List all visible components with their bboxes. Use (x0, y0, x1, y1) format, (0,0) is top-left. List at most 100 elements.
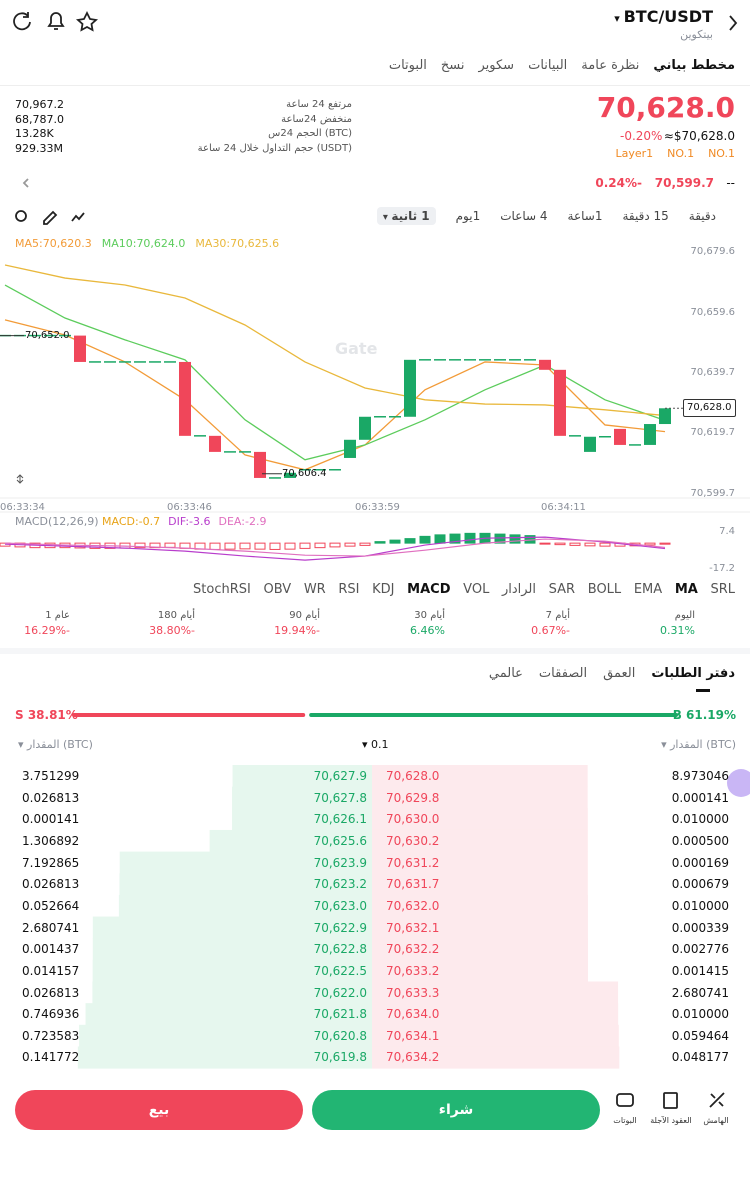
buy-button[interactable]: شراء (312, 1090, 600, 1130)
book-tab[interactable]: عالمي (488, 666, 523, 681)
ask-depth (372, 894, 588, 918)
ask-qty-header[interactable]: ▾ المقدار (BTC) (661, 738, 736, 752)
bid-price: 70,622.8 (313, 942, 367, 957)
star-icon[interactable] (75, 10, 99, 32)
indicator[interactable]: MACD (407, 582, 451, 597)
interval[interactable]: دقيقة (688, 209, 716, 223)
settings-icon[interactable] (15, 210, 27, 222)
tab[interactable]: البيانات (528, 58, 568, 73)
macd-bar (239, 542, 251, 550)
tab[interactable]: البوتات (388, 58, 427, 73)
bid-depth (85, 1003, 373, 1026)
ask-qty: 0.010000 (671, 1007, 729, 1022)
indicator[interactable]: SAR (548, 582, 576, 597)
chevron-left[interactable] (22, 178, 29, 188)
interval[interactable]: 1يوم (455, 209, 481, 223)
ask-qty: 0.010000 (671, 898, 729, 913)
bid-qty: 3.751299 (22, 769, 80, 783)
macd-line (4, 538, 666, 557)
tab[interactable]: مخطط بياني (653, 58, 735, 73)
ask-qty: 0.000339 (671, 920, 729, 935)
ask-price: 70,632.0 (386, 898, 440, 913)
y-tick-label: 70,619.7 (690, 427, 735, 439)
indicator[interactable]: StochRSI (193, 582, 251, 597)
perf-period: 7 أيام (545, 610, 570, 621)
macd-bar (464, 532, 476, 544)
nav-label[interactable]: البوتات (613, 1116, 637, 1125)
candle (539, 359, 551, 370)
bid-qty: 0.746936 (22, 1007, 80, 1022)
indicator[interactable]: OBV (263, 582, 292, 597)
assistant-bubble[interactable] (727, 769, 750, 797)
tag[interactable]: NO.1 (708, 147, 735, 160)
ask-qty: 0.000679 (671, 877, 729, 892)
indicator[interactable]: الرادار (501, 582, 537, 597)
indicator[interactable]: VOL (463, 582, 490, 597)
indicator[interactable]: EMA (633, 582, 663, 597)
stat-value: 68,787.0 (15, 112, 64, 126)
interval[interactable]: 15 دقيقة (622, 209, 669, 223)
resize-icon[interactable] (16, 474, 24, 484)
indicator[interactable]: RSI (338, 582, 360, 597)
indicator[interactable]: MA (674, 582, 698, 597)
ask-price: 70,630.0 (386, 812, 440, 827)
futures-icon[interactable] (663, 1092, 678, 1109)
nav-label[interactable]: العقود الآجلة (650, 1116, 692, 1125)
candle (554, 369, 566, 436)
refresh-icon[interactable] (13, 12, 31, 31)
dropdown-arrow: ▾ (614, 12, 624, 25)
ask-qty: 0.001415 (671, 963, 729, 978)
nav-label[interactable]: الهامش (703, 1116, 729, 1125)
indicator[interactable]: SRL (710, 582, 735, 597)
bid-qty-header[interactable]: ▾ المقدار (BTC) (18, 738, 93, 752)
back-icon[interactable] (729, 15, 738, 31)
book-tabs: دفتر الطلبات العمق الصفقات عالمي (489, 666, 735, 681)
pair-title[interactable]: ▾ BTC/USDT (614, 8, 713, 28)
indicator-icon[interactable] (71, 212, 85, 222)
macd-legend-item: MACD:-0.7 (102, 515, 161, 528)
ref-price: 70,599.7 (654, 176, 714, 190)
interval[interactable]: 1 ثانية (376, 207, 436, 225)
macd-bar (509, 534, 521, 544)
candle (179, 361, 191, 436)
ask-depth (372, 959, 588, 982)
bell-icon[interactable] (47, 12, 65, 30)
ask-qty-label: المقدار (BTC) (670, 738, 736, 751)
tab[interactable]: نظرة عامة (581, 58, 640, 73)
tab-bar: مخطط بياني نظرة عامة البيانات سكوير نسخ البوت… (389, 58, 735, 73)
margin-icon[interactable] (709, 1092, 725, 1108)
bid-price: 70,621.8 (313, 1007, 367, 1022)
book-tab[interactable]: العمق (603, 666, 636, 681)
indicator[interactable]: BOLL (587, 582, 622, 597)
indicator[interactable]: WR (303, 582, 326, 597)
interval-bar: دقيقة 15 دقيقة 1ساعة 4 ساعات 1يوم 1 ثانية (376, 207, 716, 225)
tab[interactable]: سكوير (478, 58, 515, 73)
pair: BTC/USDT (623, 7, 713, 26)
indicator[interactable]: KDJ (372, 582, 395, 597)
tag[interactable]: Layer1 (615, 147, 654, 160)
sell-button[interactable]: بيع (15, 1090, 303, 1130)
book-tab[interactable]: الصفقات (538, 666, 588, 681)
interval[interactable]: 1ساعة (567, 209, 603, 223)
interval[interactable]: 4 ساعات (500, 209, 548, 223)
pair-name: بيتكوين (680, 28, 713, 41)
tab[interactable]: نسخ (440, 58, 465, 73)
ask-price: 70,628.0 (386, 769, 440, 783)
macd-bar (164, 542, 176, 548)
bots-icon[interactable] (616, 1093, 634, 1107)
stat-label: منخفض 24ساعة (281, 113, 352, 125)
candle (344, 439, 356, 458)
book-tab[interactable]: دفتر الطلبات (651, 666, 735, 681)
tag[interactable]: NO.1 (667, 147, 695, 160)
ref-pct: 0.24%- (595, 176, 642, 190)
step-select[interactable]: ▾ 0.1 (362, 738, 389, 752)
draw-icon[interactable] (43, 210, 58, 225)
macd-title: MACD(12,26,9) (15, 515, 99, 528)
macd-bar (224, 542, 236, 550)
ask-qty: 2.680741 (671, 985, 729, 1000)
ask-qty: 0.048177 (671, 1050, 729, 1065)
perf-change: 6.46% (410, 624, 445, 637)
bid-depth (92, 938, 373, 961)
